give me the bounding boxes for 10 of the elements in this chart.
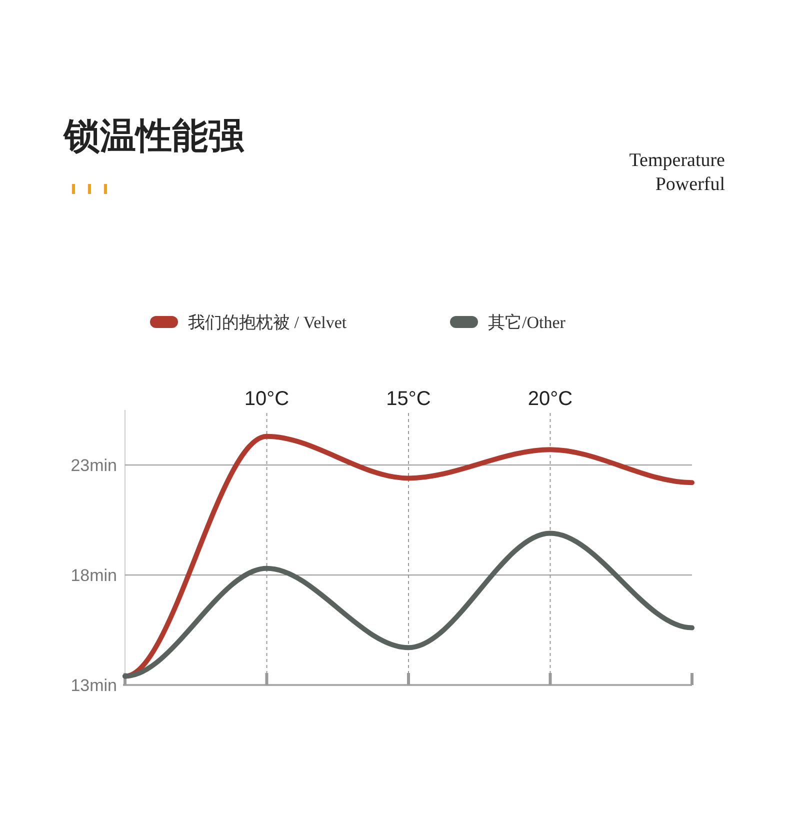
x-tick-label: 20°C xyxy=(528,388,573,410)
legend-label: 我们的抱枕被 / Velvet xyxy=(188,313,347,332)
y-tick-label: 13min xyxy=(70,676,117,695)
y-tick-label: 23min xyxy=(70,456,117,475)
x-tick-label: 10°C xyxy=(244,388,290,410)
x-tick-label: 15°C xyxy=(386,388,431,410)
chart-subtitle: Temperature Powerful xyxy=(629,150,725,195)
y-tick-label: 18min xyxy=(70,566,117,585)
legend-label: 其它/Other xyxy=(488,313,566,332)
chart-title: 锁温性能强 xyxy=(62,116,245,156)
